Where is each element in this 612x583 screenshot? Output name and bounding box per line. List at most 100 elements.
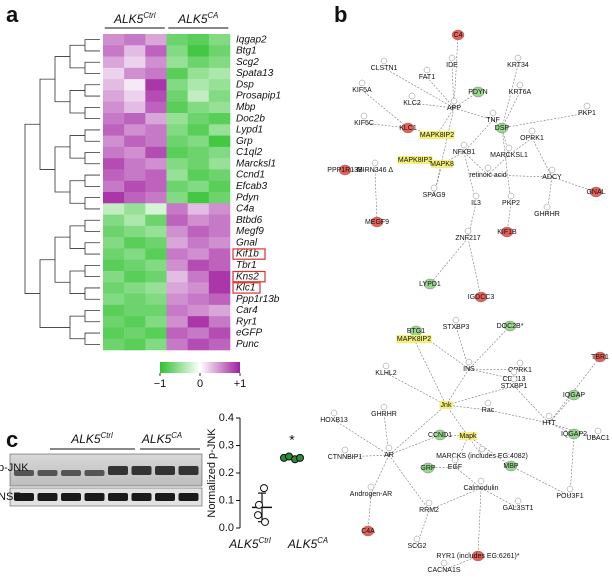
node-label: HOXB13	[320, 417, 348, 424]
dendrogram	[84, 39, 100, 52]
network-edge	[429, 237, 469, 285]
node-label: STXBP1	[501, 383, 528, 390]
gene-label: Kns2	[236, 271, 259, 282]
blot-band	[37, 493, 58, 501]
heatmap-cell	[145, 237, 167, 249]
network-edge	[487, 174, 553, 178]
network-edge	[501, 112, 588, 129]
node-label: MAPK8IP2	[420, 132, 454, 139]
heatmap-cell	[208, 192, 231, 204]
network-edge	[508, 137, 533, 156]
blot-membrane	[9, 487, 203, 507]
node-label: IGDCC3	[468, 294, 495, 301]
heatmap-cell	[145, 158, 167, 170]
network-edge	[433, 107, 455, 196]
heatmap-cell	[103, 271, 125, 283]
node-shape	[425, 499, 433, 507]
heatmap-cell	[103, 56, 125, 69]
heatmap-cell	[166, 124, 188, 136]
dendrogram	[54, 236, 70, 283]
heatmap-cell	[166, 225, 188, 238]
dendrogram	[69, 180, 85, 204]
heatmap-cell	[145, 316, 167, 328]
heatmap-cell	[145, 56, 167, 69]
node-label: PDYN	[468, 89, 487, 96]
panel-label: c	[6, 427, 18, 452]
gene-label: Kif1b	[236, 249, 259, 260]
node-label: GAL3ST1	[503, 505, 534, 512]
heatmap-cell	[103, 338, 125, 351]
gene-label: Marcksl1	[236, 158, 276, 169]
node-label: Jnk	[441, 402, 452, 409]
node-highlight	[396, 335, 432, 343]
node-shape	[510, 368, 518, 376]
network-edge	[445, 368, 470, 406]
heatmap-cell	[187, 214, 210, 227]
heatmap-cell	[124, 169, 146, 182]
gene-label: Spata13	[236, 68, 274, 79]
dendrogram	[69, 135, 85, 159]
node-shape	[474, 291, 488, 303]
node-shape	[514, 54, 522, 62]
heatmap-cell	[208, 135, 231, 148]
heatmap-cell	[187, 271, 210, 283]
node-label: C4	[454, 32, 463, 39]
heatmap-cell	[124, 135, 146, 148]
node-shape	[500, 226, 514, 238]
heatmap-cell	[145, 327, 167, 340]
network-edge	[467, 435, 512, 467]
heatmap-cell	[145, 135, 167, 148]
node-label: OPRK1	[508, 367, 532, 374]
y-tick-label: 0.3	[219, 439, 234, 451]
heatmap-cell	[208, 259, 231, 272]
heatmap-cell	[124, 146, 146, 159]
heatmap-cell	[103, 124, 125, 136]
node-label: MAPK8IP2	[397, 336, 431, 343]
heatmap-cell	[208, 203, 231, 215]
heatmap-cell	[208, 293, 231, 306]
heatmap-cell	[166, 79, 188, 91]
network-edge	[453, 34, 459, 109]
blot-band	[61, 493, 81, 501]
heatmap-cell	[124, 214, 146, 227]
network-edge	[413, 338, 447, 406]
heatmap-cell	[187, 169, 210, 182]
highlight-box	[232, 282, 261, 294]
data-point	[260, 484, 268, 493]
group-label: ALK5Ctrl	[113, 11, 156, 26]
heatmap-cell	[124, 56, 146, 69]
node-label: SPAG9	[423, 192, 446, 199]
dendrogram	[24, 123, 40, 294]
colorbar-tick-label: −1	[154, 378, 167, 390]
blot-band	[131, 466, 152, 475]
network-edge	[411, 102, 455, 109]
heatmap-cell	[187, 282, 210, 294]
blot-band	[108, 466, 128, 475]
heatmap-cell	[166, 248, 188, 261]
network-edge	[383, 67, 455, 109]
dendrogram	[84, 84, 100, 97]
node-label: AR	[384, 452, 394, 459]
group-label: ALK5Ctrl	[228, 536, 271, 551]
gene-label: Gnal	[236, 237, 258, 248]
label-base: ALK5	[70, 432, 101, 446]
y-tick-label: 0.4	[219, 412, 234, 424]
heatmap-cell	[187, 203, 210, 215]
label-sup: CA	[171, 431, 182, 440]
node-shape	[465, 358, 473, 366]
gene-label: Ccnd1	[236, 170, 265, 181]
heatmap-cell	[145, 67, 167, 80]
node-shape	[471, 550, 485, 562]
heatmap-cell	[145, 79, 167, 91]
dendrogram	[84, 174, 100, 187]
network-edge	[416, 509, 430, 547]
node-shape	[341, 446, 349, 454]
node-label: C4A	[361, 528, 375, 535]
heatmap-cell	[166, 271, 188, 283]
node-shape	[583, 102, 591, 110]
gene-label: Klc1	[236, 283, 255, 294]
node-label: KLHL2	[375, 370, 397, 377]
heatmap-cell	[124, 259, 146, 272]
network-edge	[480, 487, 519, 509]
network-edge	[487, 154, 510, 176]
